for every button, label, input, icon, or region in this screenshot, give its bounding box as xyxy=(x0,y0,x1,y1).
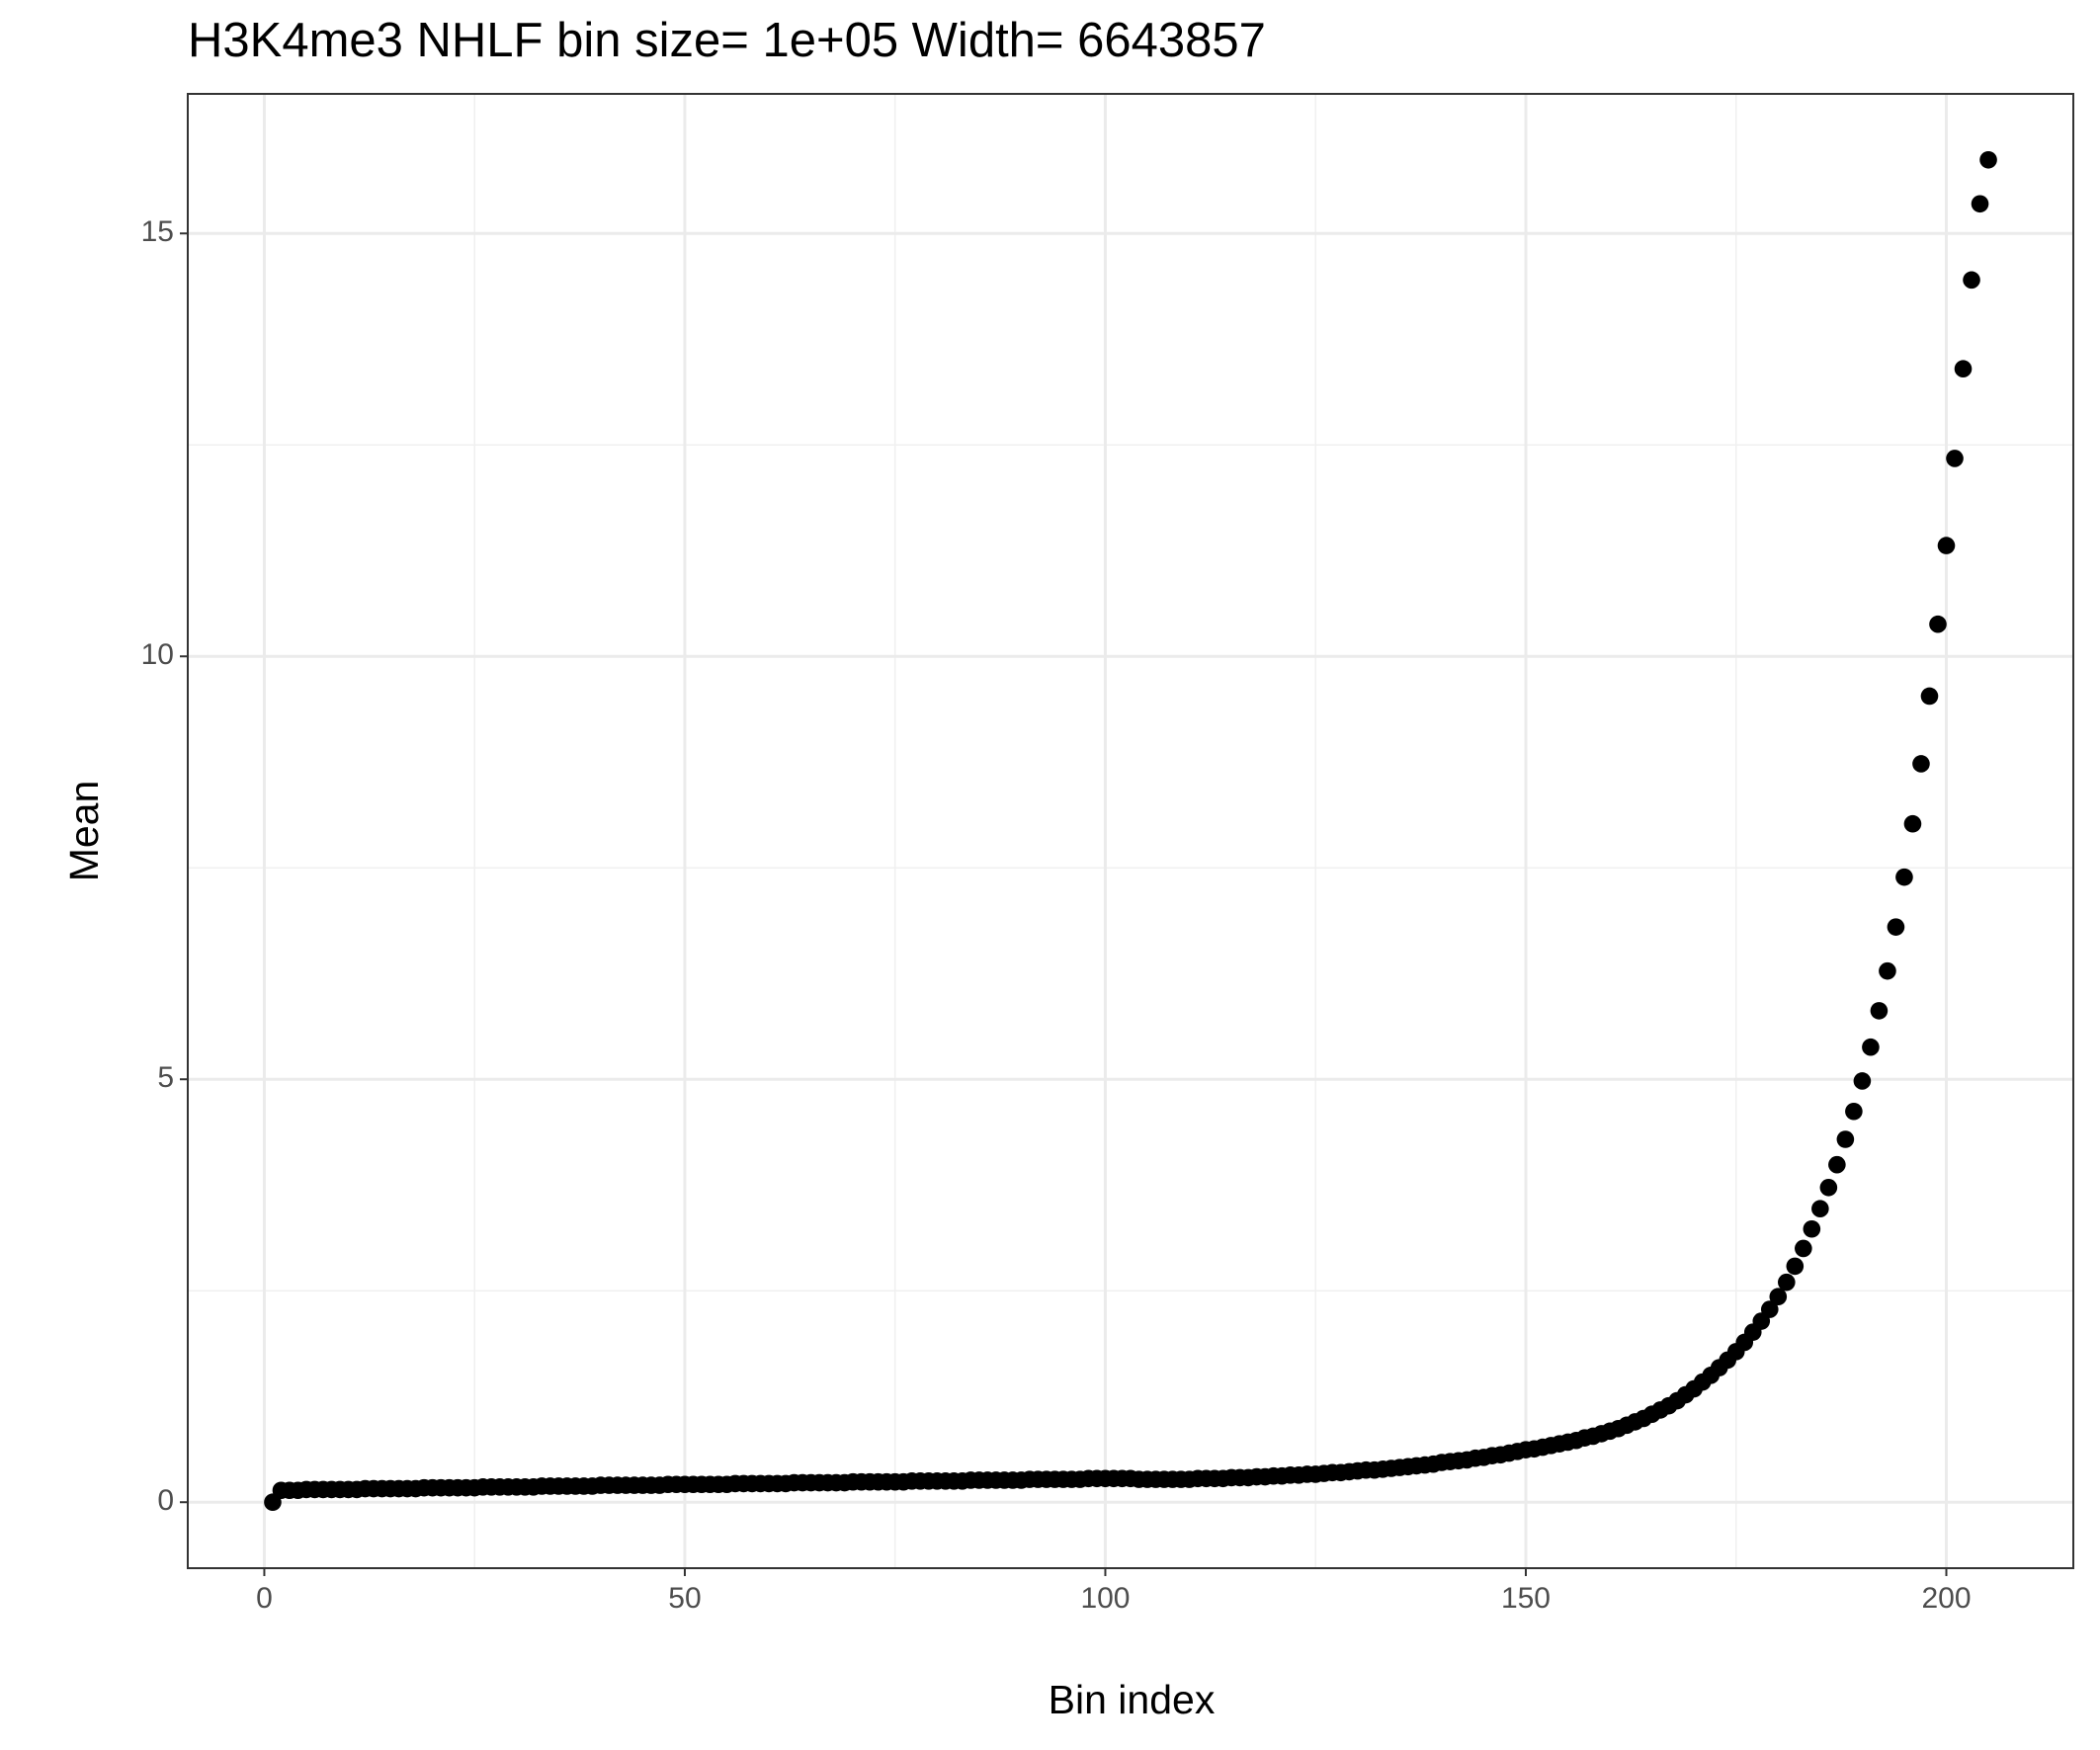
point xyxy=(1853,1072,1872,1090)
chart-title: H3K4me3 NHLF bin size= 1e+05 Width= 6643… xyxy=(188,14,1266,67)
x-tick-label: 200 xyxy=(1921,1582,1971,1615)
point xyxy=(1903,814,1922,833)
point xyxy=(1912,755,1930,773)
x-tick-label: 50 xyxy=(668,1582,701,1615)
point xyxy=(1836,1130,1855,1148)
point xyxy=(1819,1179,1838,1197)
point xyxy=(1845,1102,1863,1121)
y-tick-label: 10 xyxy=(141,638,174,671)
point xyxy=(1778,1273,1796,1292)
x-tick-label: 0 xyxy=(256,1582,273,1615)
y-tick-label: 15 xyxy=(141,215,174,248)
point xyxy=(1895,868,1913,886)
grid xyxy=(188,94,2073,1568)
point xyxy=(1870,1002,1889,1020)
point xyxy=(1769,1288,1788,1306)
point xyxy=(1862,1038,1880,1056)
points xyxy=(264,150,1997,1512)
point xyxy=(1929,615,1947,633)
point xyxy=(1795,1239,1812,1258)
point xyxy=(1920,687,1939,706)
y-tick-label: 5 xyxy=(157,1061,174,1094)
point xyxy=(1963,271,1980,290)
point xyxy=(1971,195,1989,213)
y-axis-title: Mean xyxy=(61,781,107,882)
point xyxy=(1954,360,1973,377)
point xyxy=(1879,961,1896,980)
point xyxy=(1760,1300,1779,1318)
panel-border xyxy=(187,93,2074,1569)
point xyxy=(1887,918,1905,936)
point xyxy=(1811,1200,1829,1218)
y-tick-label: 0 xyxy=(157,1484,174,1517)
point xyxy=(1979,150,1997,169)
point xyxy=(1946,450,1964,467)
point xyxy=(1803,1219,1821,1238)
x-tick-label: 150 xyxy=(1501,1582,1551,1615)
point xyxy=(1937,537,1956,554)
point xyxy=(1786,1257,1805,1276)
x-axis-title: Bin index xyxy=(1049,1677,1216,1722)
point xyxy=(1828,1155,1846,1174)
x-tick-label: 100 xyxy=(1080,1582,1130,1615)
